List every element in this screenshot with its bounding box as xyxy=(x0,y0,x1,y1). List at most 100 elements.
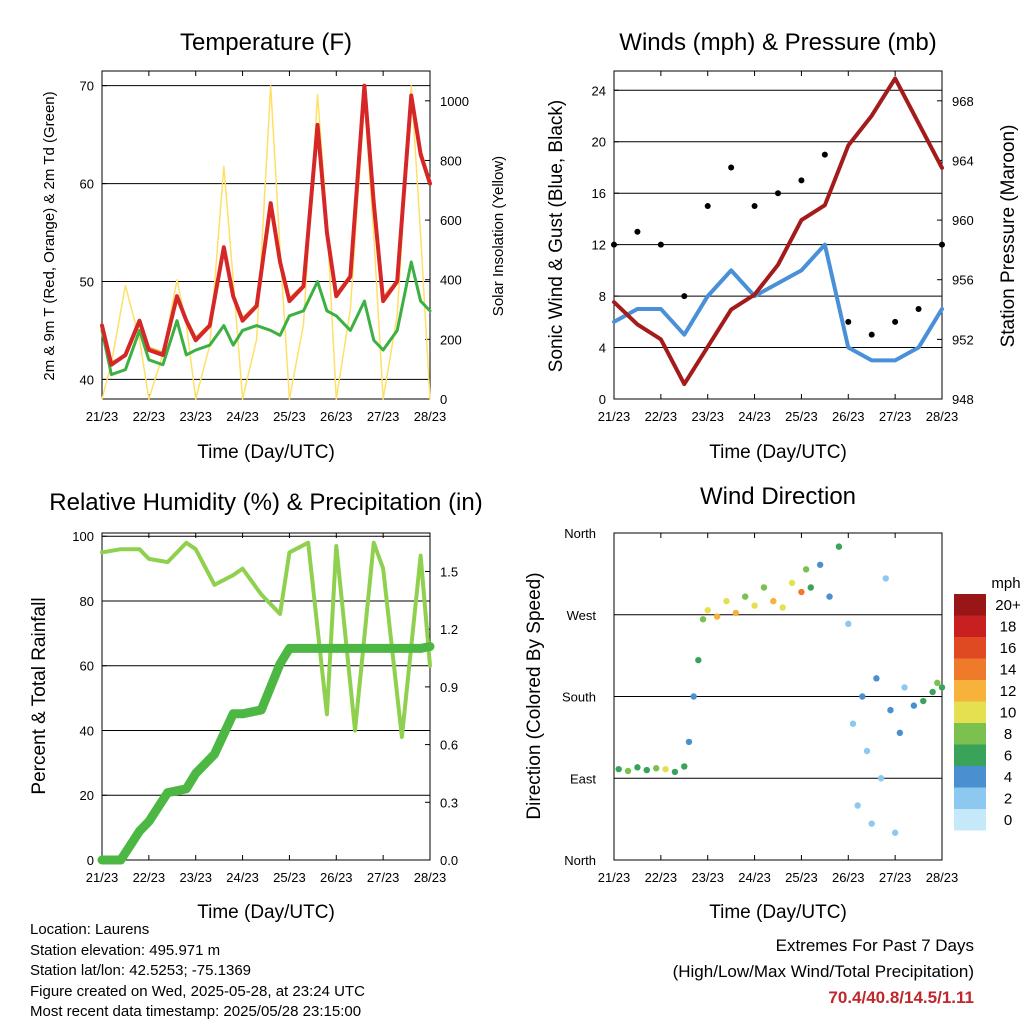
direction-scatter-point xyxy=(788,579,796,587)
speed-legend-swatch xyxy=(954,658,986,680)
direction-scatter-point xyxy=(798,588,805,596)
winds-ytick-label: 4 xyxy=(599,341,606,356)
winds-y2tick-label: 960 xyxy=(952,213,974,228)
direction-scatter-point xyxy=(891,829,899,836)
figure-created: Figure created on Wed, 2025-05-28, at 23… xyxy=(30,982,365,1000)
speed-legend-label: 2 xyxy=(1004,791,1012,808)
humidity-ytick-label: 100 xyxy=(72,529,94,544)
speed-legend-swatch xyxy=(954,615,986,637)
direction-scatter-point xyxy=(863,747,871,755)
winds-gust-point xyxy=(611,241,617,248)
station-location: Location: Laurens xyxy=(30,921,150,938)
direction-ytick-label: North xyxy=(564,526,596,541)
direction-ylabel-left: Direction (Colored By Speed) xyxy=(524,572,545,819)
speed-legend-label: 18 xyxy=(1000,619,1017,636)
winds-ytick-label: 0 xyxy=(599,392,606,407)
temperature-xlabel: Time (Day/UTC) xyxy=(197,442,335,463)
temperature-y2tick-label: 200 xyxy=(440,332,462,347)
winds-gust-point xyxy=(751,203,758,210)
winds-series-pressure xyxy=(612,76,944,387)
winds-xtick-label: 23/23 xyxy=(691,409,724,424)
recent-timestamp: Most recent data timestamp: 2025/05/28 2… xyxy=(30,1003,362,1020)
winds-gust-point xyxy=(845,318,852,325)
temperature-series-2m-t xyxy=(100,83,432,367)
winds-gust-point xyxy=(704,203,711,210)
direction-scatter-point xyxy=(760,584,768,591)
temperature-y2tick-label: 600 xyxy=(440,213,462,228)
station-info: Location: Laurens Station elevation: 495… xyxy=(30,920,365,1023)
direction-xtick-label: 24/23 xyxy=(738,870,771,885)
humidity-ylabel-left: Percent & Total Rainfall xyxy=(29,597,50,794)
winds-gust-point xyxy=(939,241,945,248)
temperature-ylabel-left: 2m & 9m T (Red, Orange) & 2m Td (Green) xyxy=(41,91,58,380)
direction-scatter-point xyxy=(643,766,650,774)
direction-title: Wind Direction xyxy=(700,483,856,510)
direction-scatter-point xyxy=(854,802,861,809)
humidity-ytick-label: 0 xyxy=(87,853,94,868)
humidity-xtick-label: 28/23 xyxy=(414,870,447,885)
humidity-xlabel: Time (Day/UTC) xyxy=(197,902,335,923)
humidity-ytick-label: 60 xyxy=(80,659,94,674)
speed-legend-label: 0 xyxy=(1004,812,1012,829)
temperature-xtick-label: 21/23 xyxy=(86,409,119,424)
speed-legend-swatch xyxy=(954,701,986,723)
speed-legend-label: 16 xyxy=(1000,640,1017,657)
winds-gust-point xyxy=(868,331,875,338)
direction-scatter-point xyxy=(807,584,814,591)
direction-xlabel: Time (Day/UTC) xyxy=(709,902,847,923)
direction-scatter-point xyxy=(920,697,927,705)
extremes-box: Extremes For Past 7 Days (High/Low/Max W… xyxy=(673,933,974,1011)
speed-legend-swatch xyxy=(954,744,986,766)
winds-xtick-label: 24/23 xyxy=(738,409,771,424)
temperature-y2tick-label: 400 xyxy=(440,273,462,288)
direction-scatter-point xyxy=(751,602,758,609)
extremes-title: Extremes For Past 7 Days xyxy=(775,936,974,955)
temperature-ytick-label: 40 xyxy=(80,372,94,387)
speed-legend-label: 6 xyxy=(1004,748,1012,765)
winds-ytick-label: 24 xyxy=(592,83,606,98)
humidity-series-precip xyxy=(97,641,435,865)
direction-scatter-point xyxy=(938,684,946,691)
winds-ylabel-left: Sonic Wind & Gust (Blue, Black) xyxy=(546,100,567,372)
winds-xtick-label: 25/23 xyxy=(785,409,818,424)
humidity-xtick-label: 27/23 xyxy=(367,870,400,885)
direction-scatter-point xyxy=(770,597,777,605)
station-latlon: Station lat/lon: 42.5253; -75.1369 xyxy=(30,962,252,979)
winds-y2tick-label: 952 xyxy=(952,332,974,347)
direction-scatter-point xyxy=(681,763,688,770)
extremes-values: 70.4/40.8/14.5/1.11 xyxy=(828,988,974,1007)
humidity-xtick-label: 25/23 xyxy=(273,870,306,885)
winds-title: Winds (mph) & Pressure (mb) xyxy=(619,29,936,56)
direction-xtick-label: 27/23 xyxy=(879,870,912,885)
temperature-xtick-label: 22/23 xyxy=(133,409,166,424)
direction-scatter-point xyxy=(713,613,721,620)
temperature-y2tick-label: 800 xyxy=(440,153,462,168)
winds-ylabel-right: Station Pressure (Maroon) xyxy=(998,125,1019,348)
temperature-title: Temperature (F) xyxy=(180,29,352,56)
direction-ytick-label: West xyxy=(567,608,597,623)
winds-xtick-label: 27/23 xyxy=(879,409,912,424)
winds-gust-point xyxy=(892,318,899,325)
humidity-y2tick-label: 0.3 xyxy=(440,795,458,810)
temperature-ylabel-right: Solar Insolation (Yellow) xyxy=(490,156,507,316)
winds-y2tick-label: 956 xyxy=(952,273,974,288)
direction-scatter-point xyxy=(671,768,679,776)
speed-legend-swatch xyxy=(954,680,986,702)
humidity-ytick-label: 20 xyxy=(80,788,94,803)
speed-legend-swatch xyxy=(954,637,986,659)
speed-legend-title: mph xyxy=(991,575,1020,592)
humidity-y2tick-label: 1.5 xyxy=(440,564,458,579)
humidity-xtick-label: 23/23 xyxy=(179,870,212,885)
winds-gust-point xyxy=(657,241,664,248)
direction-scatter-point xyxy=(779,604,786,611)
direction-scatter-point xyxy=(802,566,810,573)
temperature-xtick-label: 23/23 xyxy=(179,409,212,424)
winds-ytick-label: 20 xyxy=(592,135,606,150)
winds-ytick-label: 16 xyxy=(592,186,606,201)
humidity-y2tick-label: 0.9 xyxy=(440,680,458,695)
winds-xlabel: Time (Day/UTC) xyxy=(709,442,847,463)
direction-scatter-point xyxy=(816,561,824,568)
winds-plot-frame xyxy=(613,70,943,400)
direction-scatter-point xyxy=(835,543,843,550)
speed-legend-label: 20+ xyxy=(995,597,1021,614)
